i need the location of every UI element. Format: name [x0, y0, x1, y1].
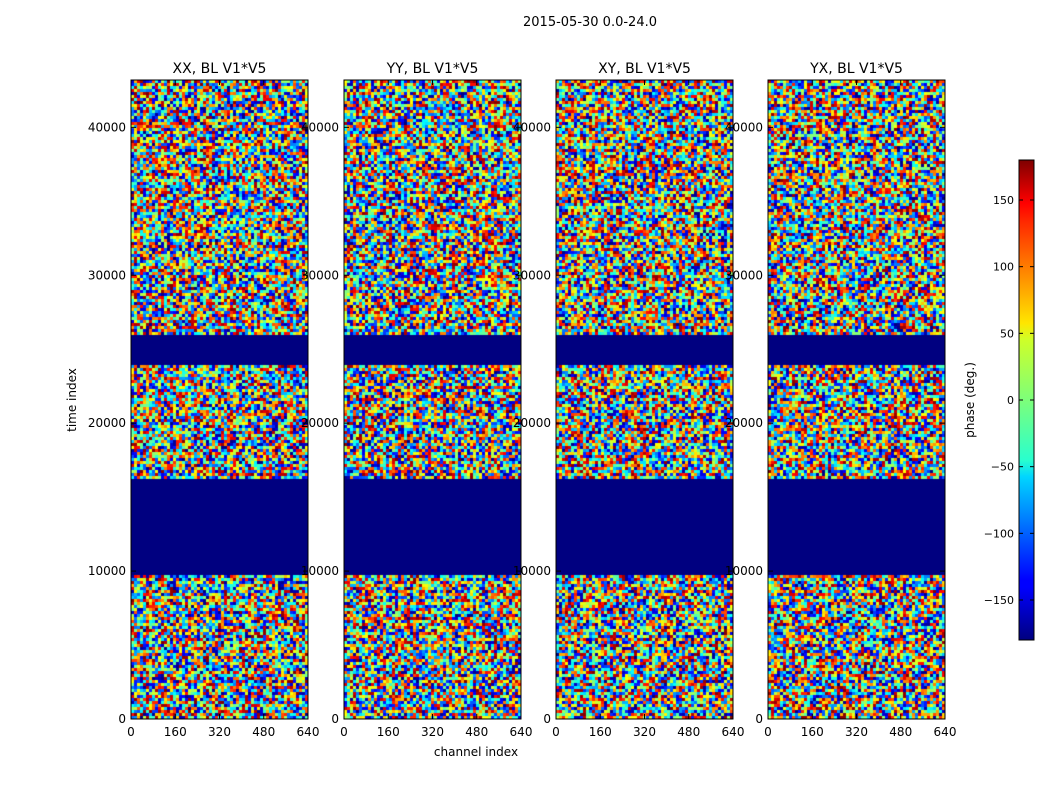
- x-tick-label: 640: [297, 725, 320, 739]
- x-tick-label: 320: [421, 725, 444, 739]
- panel-xy: XY, BL V1*V5 0 10000 20000 30000 40000 0 160 320…: [513, 61, 745, 739]
- x-tick-label: 160: [164, 725, 187, 739]
- x-tick-label: 0: [340, 725, 348, 739]
- x-tick-label: 480: [252, 725, 275, 739]
- x-tick-label: 640: [510, 725, 533, 739]
- y-tick-label: 40000: [725, 120, 763, 134]
- panel-title: XY, BL V1*V5: [598, 61, 691, 77]
- x-tick-label: 480: [465, 725, 488, 739]
- colorbar-tick-label: −50: [991, 461, 1014, 474]
- y-tick-label: 0: [118, 712, 126, 726]
- y-tick-label: 30000: [301, 268, 339, 282]
- x-tick-label: 480: [677, 725, 700, 739]
- panel-title: YY, BL V1*V5: [386, 61, 479, 77]
- x-tick-label: 160: [377, 725, 400, 739]
- figure-title: 2015-05-30 0.0-24.0: [523, 15, 657, 30]
- colorbar-tick-label: 50: [1000, 327, 1014, 340]
- colorbar: −150 −100 −50 0 50 100 150 phase (deg.): [963, 159, 1035, 641]
- colorbar-tick-label: 0: [1007, 394, 1014, 407]
- colorbar-tick-label: 100: [993, 261, 1014, 274]
- x-tick-label: 0: [764, 725, 772, 739]
- y-tick-label: 0: [543, 712, 551, 726]
- y-tick-label: 20000: [88, 416, 126, 430]
- x-tick-label: 0: [127, 725, 135, 739]
- panel-title: XX, BL V1*V5: [173, 61, 267, 77]
- y-tick-label: 0: [755, 712, 763, 726]
- heatmap-yx: [768, 80, 945, 719]
- y-tick-label: 0: [331, 712, 339, 726]
- panel-yx: YX, BL V1*V5 0 10000 20000 30000 40000 0 160 320…: [725, 61, 957, 739]
- x-tick-label: 320: [633, 725, 656, 739]
- y-tick-label: 10000: [725, 564, 763, 578]
- panel-yy: YY, BL V1*V5 0 10000 20000 30000 40000 0 160 320…: [301, 61, 533, 739]
- y-tick-label: 30000: [725, 268, 763, 282]
- panel-xx: XX, BL V1*V5 0 10000 20000 30000 40000 0 160 320…: [88, 61, 320, 739]
- x-axis-label: channel index: [434, 745, 518, 759]
- y-tick-label: 20000: [301, 416, 339, 430]
- panels-group: XX, BL V1*V5 0 10000 20000 30000 40000 0 160 320…: [88, 61, 957, 739]
- colorbar-tick-label: −150: [984, 594, 1014, 607]
- heatmap-xy: [556, 80, 733, 719]
- x-tick-label: 640: [722, 725, 745, 739]
- colorbar-label: phase (deg.): [963, 362, 977, 438]
- heatmap-xx: [131, 80, 308, 719]
- panel-title: YX, BL V1*V5: [809, 61, 903, 77]
- x-tick-label: 640: [934, 725, 957, 739]
- x-tick-label: 160: [589, 725, 612, 739]
- x-tick-label: 0: [552, 725, 560, 739]
- y-tick-label: 10000: [301, 564, 339, 578]
- y-tick-label: 40000: [301, 120, 339, 134]
- x-tick-label: 480: [889, 725, 912, 739]
- y-tick-label: 40000: [513, 120, 551, 134]
- x-tick-label: 320: [845, 725, 868, 739]
- x-tick-label: 320: [208, 725, 231, 739]
- colorbar-tick-label: −100: [984, 527, 1014, 540]
- y-tick-label: 40000: [88, 120, 126, 134]
- colorbar-ticks: −150 −100 −50 0 50 100 150: [984, 194, 1034, 607]
- y-tick-label: 20000: [513, 416, 551, 430]
- heatmap-yy: [344, 80, 521, 719]
- colorbar-tick-label: 150: [993, 194, 1014, 207]
- y-tick-label: 10000: [513, 564, 551, 578]
- x-tick-label: 160: [801, 725, 824, 739]
- y-tick-label: 30000: [88, 268, 126, 282]
- y-tick-label: 10000: [88, 564, 126, 578]
- y-tick-label: 20000: [725, 416, 763, 430]
- y-axis-label: time index: [65, 368, 79, 432]
- y-tick-label: 30000: [513, 268, 551, 282]
